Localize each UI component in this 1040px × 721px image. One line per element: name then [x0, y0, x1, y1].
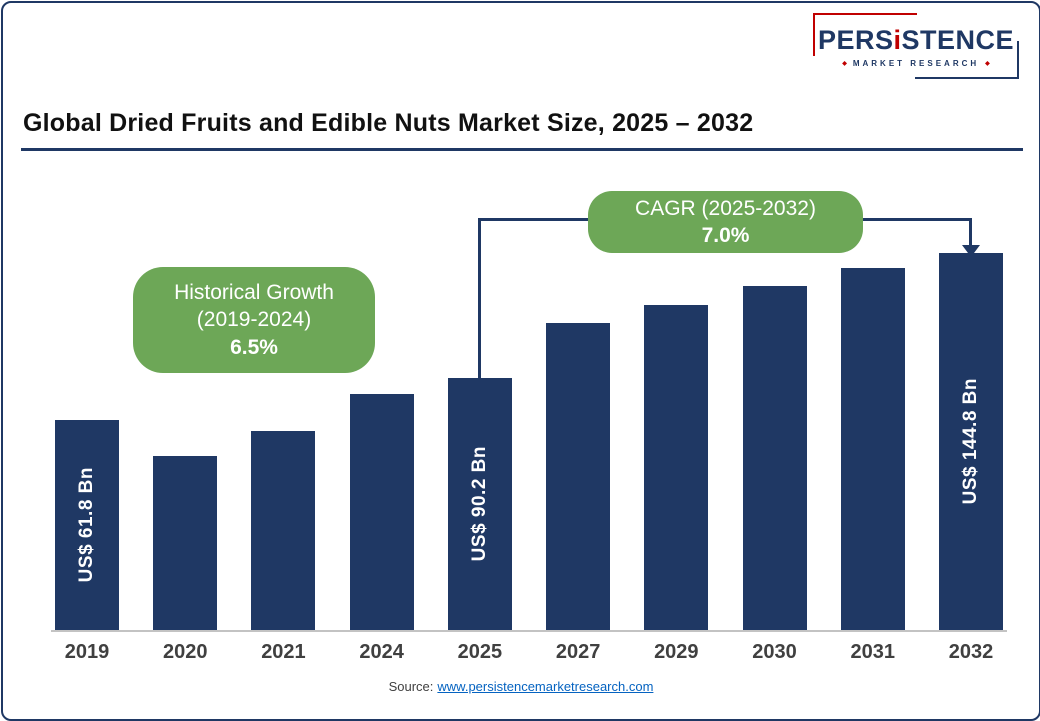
bar-2027 [546, 323, 611, 630]
x-axis-labels: 2019 2020 2021 2024 2025 2027 2029 2030 2031 2032 [55, 641, 1003, 664]
source-line: Source: www.persistencemarketresearch.com [3, 679, 1039, 694]
bar-2029 [644, 305, 709, 630]
cagr-connector-left-vertical [478, 218, 481, 380]
logo-frame-navy [914, 41, 1019, 79]
bar-value-label-2019: US$ 61.8 Bn [76, 467, 97, 583]
bars: US$ 61.8 Bn US$ 90.2 Bn US$ 144.8 Bn [55, 163, 1003, 630]
x-axis-label-2029: 2029 [654, 641, 699, 663]
historical-growth-callout: Historical Growth (2019-2024) 6.5% [133, 267, 375, 373]
bar-2020 [153, 456, 218, 630]
historical-growth-line1: Historical Growth [174, 281, 334, 305]
logo-word-pre: PERS [817, 24, 894, 55]
x-axis-label-2030: 2030 [752, 641, 797, 663]
page-title: Global Dried Fruits and Edible Nuts Mark… [23, 109, 754, 137]
historical-growth-value: 6.5% [230, 335, 278, 359]
bar-2019: US$ 61.8 Bn [55, 420, 119, 630]
x-axis-label-2032: 2032 [948, 641, 994, 663]
x-axis-line [51, 630, 1007, 632]
pmr-logo: PERSiSTENCE ◆ MARKET RESEARCH ◆ [813, 13, 1019, 79]
x-axis-label-2025: 2025 [457, 641, 503, 663]
bar-2024 [349, 394, 414, 630]
historical-growth-line2: (2019-2024) [196, 308, 312, 332]
bar-2025: US$ 90.2 Bn [447, 378, 512, 630]
source-link[interactable]: www.persistencemarketresearch.com [437, 679, 654, 694]
cagr-connector-right-horizontal [861, 218, 972, 221]
bar-2032: US$ 144.8 Bn [938, 253, 1003, 630]
logo-diamond-left-icon: ◆ [842, 60, 847, 67]
logo-subtitle-text: MARKET RESEARCH [852, 58, 980, 68]
logo-wordmark: PERSiSTENCE [817, 24, 1015, 55]
cagr-callout: CAGR (2025-2032) 7.0% [588, 191, 863, 253]
title-underline [21, 148, 1023, 151]
bar-2021 [251, 431, 316, 630]
x-axis-label-2024: 2024 [359, 641, 404, 663]
bar-2030 [742, 286, 807, 630]
bar-chart: Historical Growth (2019-2024) 6.5% CAGR … [51, 163, 1007, 683]
x-axis-label-2019: 2019 [64, 641, 110, 663]
x-axis-label-2031: 2031 [850, 641, 896, 663]
logo-diamond-right-icon: ◆ [985, 60, 990, 67]
cagr-connector-left-horizontal [478, 218, 590, 221]
x-axis-label-2020: 2020 [162, 641, 208, 663]
source-label: Source: [388, 679, 434, 694]
bar-value-label-2032: US$ 144.8 Bn [959, 378, 981, 505]
x-axis-label-2027: 2027 [555, 641, 601, 663]
logo-frame-red [813, 13, 918, 56]
cagr-line1: CAGR (2025-2032) [635, 196, 816, 220]
cagr-connector-right-vertical [969, 218, 972, 247]
x-axis-label-2021: 2021 [261, 641, 306, 663]
cagr-value: 7.0% [701, 224, 750, 247]
bar-2031 [840, 268, 905, 630]
bar-value-label-2025: US$ 90.2 Bn [468, 446, 490, 562]
logo-word-post: STENCE [901, 24, 1015, 55]
logo-word-i: i [893, 24, 902, 55]
logo-subtitle: ◆ MARKET RESEARCH ◆ [842, 59, 990, 68]
